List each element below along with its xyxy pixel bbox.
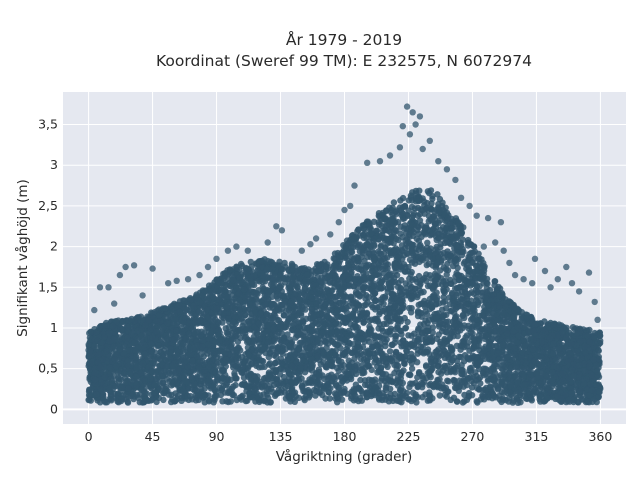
data-point: [442, 305, 450, 312]
data-point: [222, 381, 230, 388]
data-point: [458, 343, 466, 350]
data-point: [233, 264, 240, 271]
data-point: [274, 358, 282, 365]
data-point: [274, 376, 281, 383]
data-point: [424, 369, 431, 376]
data-point: [397, 230, 404, 237]
data-point: [277, 365, 285, 372]
data-point: [421, 297, 428, 305]
data-point: [225, 389, 232, 397]
data-point: [230, 291, 237, 298]
data-point: [316, 287, 324, 294]
data-point: [422, 362, 430, 369]
data-point: [400, 388, 407, 395]
data-point: [427, 356, 434, 363]
data-point: [231, 352, 238, 359]
chart-title-line-2: Koordinat (Sweref 99 TM): E 232575, N 60…: [156, 52, 532, 70]
data-point: [536, 393, 544, 400]
data-point: [426, 272, 434, 279]
data-point: [426, 189, 433, 197]
data-point: [414, 309, 422, 316]
data-point: [423, 311, 431, 318]
data-point: [276, 371, 284, 378]
data-point: [459, 236, 466, 243]
data-point: [241, 311, 249, 318]
data-point: [436, 195, 444, 203]
data-point: [408, 365, 416, 372]
data-point: [469, 330, 476, 337]
data-point: [378, 375, 385, 382]
data-point: [342, 265, 349, 272]
data-point: [254, 277, 261, 284]
chart-title-line-1: År 1979 - 2019: [286, 30, 402, 49]
data-point: [465, 325, 473, 332]
data-point: [399, 379, 406, 387]
data-point: [435, 363, 442, 370]
data-point: [394, 382, 402, 389]
data-point: [480, 365, 487, 372]
data-point: [552, 357, 559, 364]
data-point: [263, 377, 271, 385]
data-point: [356, 293, 363, 300]
data-point: [121, 370, 128, 377]
data-point: [219, 398, 226, 405]
data-point: [292, 368, 299, 376]
data-point: [375, 210, 383, 217]
data-point: [386, 348, 394, 355]
data-point: [480, 372, 488, 379]
data-point: [484, 280, 491, 287]
data-point: [168, 377, 175, 384]
data-point: [454, 328, 462, 335]
data-point: [387, 355, 395, 362]
data-point: [406, 396, 413, 403]
data-point: [415, 301, 422, 309]
data-point: [292, 334, 299, 341]
data-point: [163, 375, 171, 382]
data-point: [326, 395, 334, 402]
data-point: [253, 296, 260, 303]
data-point: [447, 280, 454, 287]
data-point: [463, 396, 471, 403]
data-point: [355, 226, 362, 233]
data-point: [448, 289, 456, 297]
data-point: [436, 392, 443, 399]
data-point: [569, 324, 577, 331]
data-point: [444, 248, 451, 255]
data-point: [424, 239, 431, 246]
data-point: [375, 303, 383, 310]
data-point: [390, 199, 398, 206]
data-point: [399, 194, 407, 202]
data-point: [400, 302, 407, 309]
data-points: [85, 103, 604, 406]
data-point: [415, 338, 422, 345]
data-point: [220, 375, 228, 383]
data-point: [356, 241, 363, 248]
data-point: [435, 200, 442, 208]
data-point: [248, 280, 256, 287]
data-point: [389, 211, 396, 218]
data-point: [118, 326, 125, 333]
data-point: [396, 288, 404, 295]
data-point: [374, 344, 382, 351]
data-point: [357, 376, 364, 384]
data-point: [406, 256, 414, 263]
data-point: [424, 282, 432, 290]
data-point: [429, 324, 437, 331]
data-point: [309, 335, 316, 342]
data-point: [438, 328, 446, 335]
data-point: [421, 274, 428, 282]
data-point: [462, 290, 469, 297]
data-point: [407, 309, 415, 316]
data-point: [429, 365, 436, 372]
data-point: [379, 352, 386, 359]
data-point: [361, 381, 369, 388]
data-point: [300, 395, 308, 402]
data-point: [238, 262, 246, 269]
data-point: [183, 306, 190, 313]
data-point: [185, 385, 192, 392]
